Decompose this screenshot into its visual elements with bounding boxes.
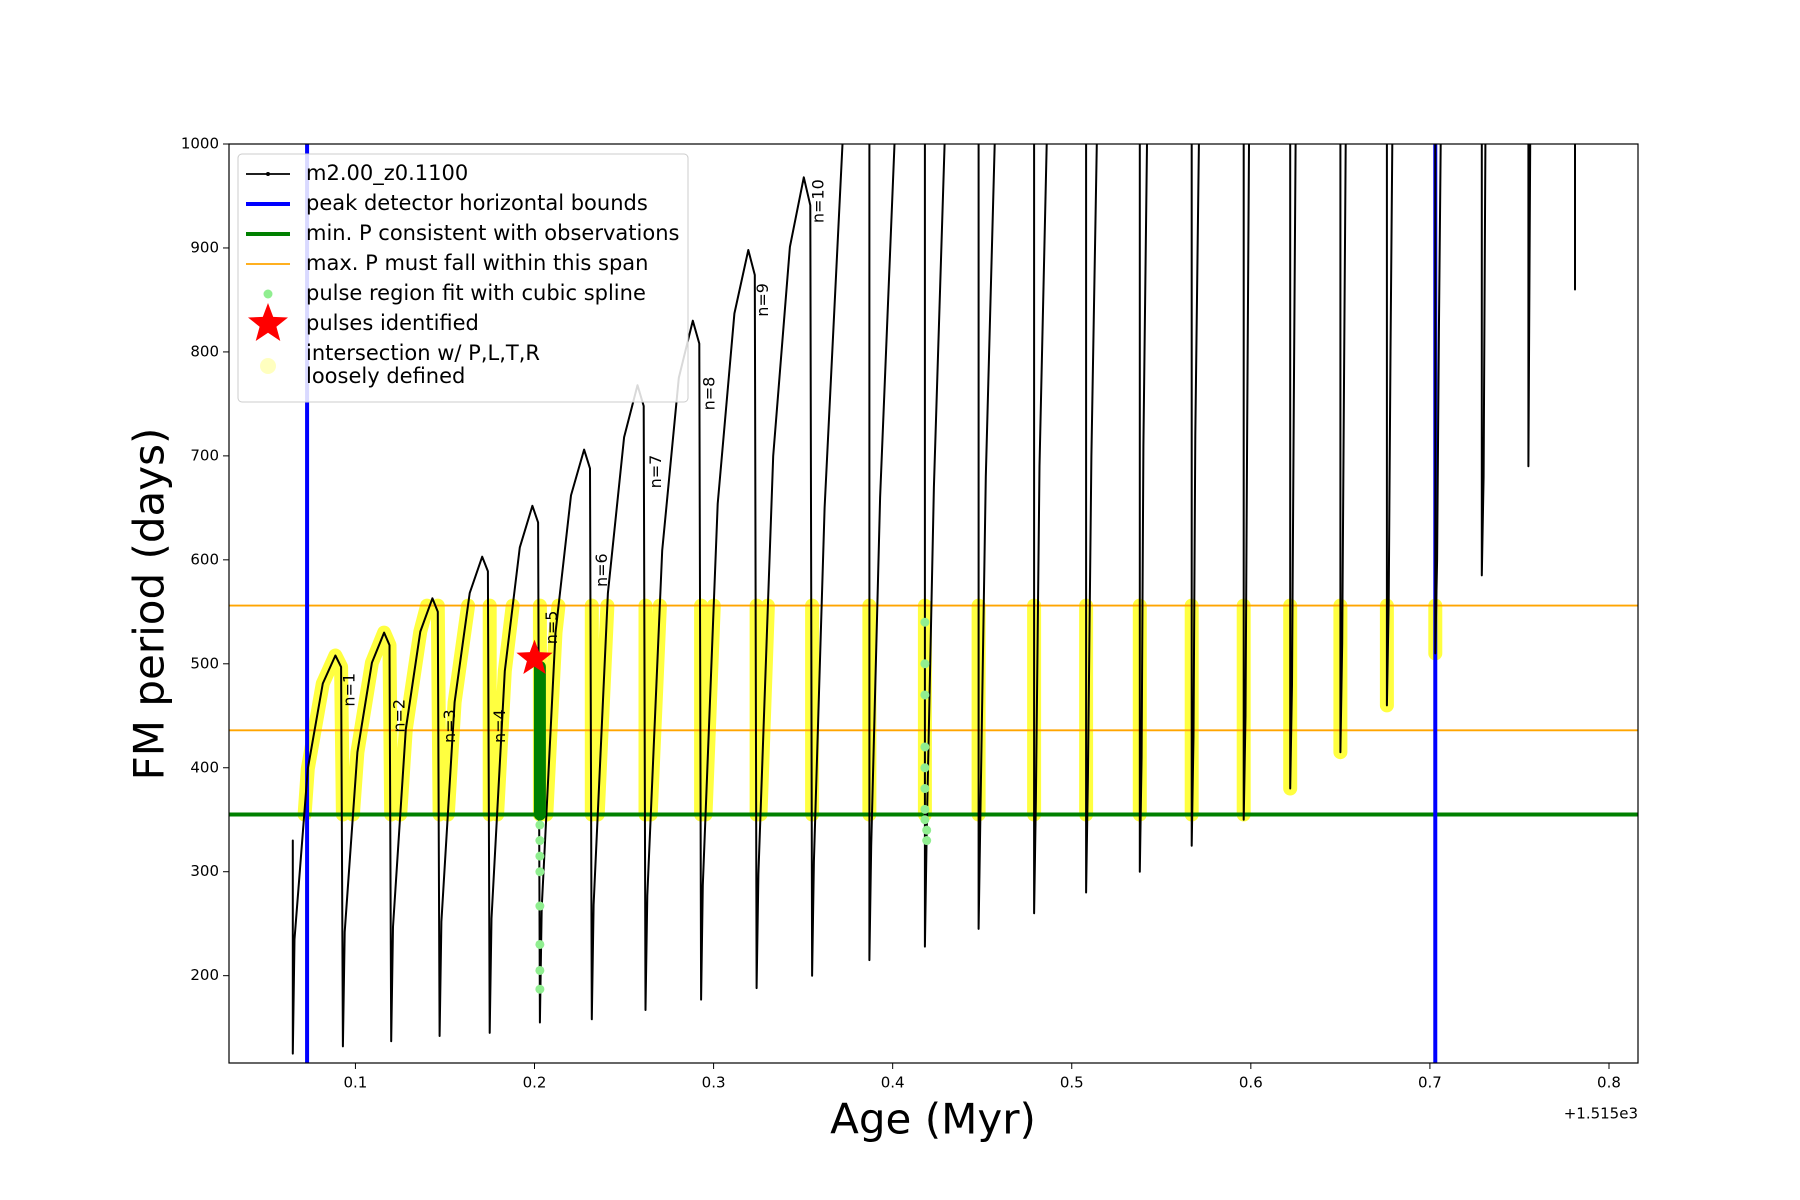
pulse-annotation: n=4	[490, 709, 509, 743]
pulse-annotation: n=9	[753, 283, 772, 317]
y-tick-label: 1000	[181, 135, 219, 153]
spline-point	[922, 836, 932, 846]
spline-point	[535, 965, 545, 975]
x-tick-label: 0.2	[523, 1074, 547, 1092]
pulse-star	[516, 639, 553, 674]
legend-label: pulses identified	[306, 311, 479, 335]
legend-label: min. P consistent with observations	[306, 221, 679, 245]
x-tick-label: 0.7	[1418, 1074, 1442, 1092]
pulse-annotation: n=10	[809, 179, 828, 223]
axes: 0.1 0.2 0.3 0.4 0.5 0.6 0.7 0.8 200 300 400 500 600 7…	[181, 135, 1621, 1092]
y-tick-label: 800	[190, 342, 219, 360]
legend-label-line: intersection w/ P,L,T,R	[306, 341, 540, 365]
legend-handle	[260, 358, 276, 374]
legend-label: max. P must fall within this span	[306, 251, 648, 275]
y-tick-label: 900	[190, 238, 219, 256]
spline-point	[535, 901, 545, 911]
axes-frame	[228, 143, 1639, 1064]
legend-label-line: loosely defined	[306, 364, 465, 388]
y-tick-label: 200	[190, 966, 219, 984]
legend-handle	[263, 289, 273, 299]
x-tick-label: 0.5	[1060, 1074, 1084, 1092]
legend-label: m2.00_z0.1100	[306, 161, 468, 186]
spline-point	[920, 815, 930, 825]
y-axis-title: FM period (days)	[125, 428, 174, 781]
spline-point	[535, 836, 545, 846]
spline-point	[920, 659, 930, 669]
legend-label: pulse region fit with cubic spline	[306, 281, 646, 305]
x-offset-label: +1.515e3	[1564, 1105, 1638, 1123]
legend-label: peak detector horizontal bounds	[306, 191, 648, 215]
spline-point	[920, 784, 930, 794]
y-tick-label: 700	[190, 446, 219, 464]
legend-label: intersection w/ P,L,T,R loosely defined	[306, 341, 540, 388]
x-tick-label: 0.6	[1239, 1074, 1263, 1092]
spline-point	[920, 690, 930, 700]
x-tick-label: 0.4	[881, 1074, 905, 1092]
pulse-annotation: n=8	[700, 377, 719, 411]
x-tick-label: 0.8	[1597, 1074, 1621, 1092]
y-tick-label: 500	[190, 654, 219, 672]
x-axis-title: Age (Myr)	[830, 1095, 1036, 1144]
legend-box	[237, 153, 689, 403]
spline-point	[535, 867, 545, 877]
spline-point	[922, 825, 932, 835]
pulse-annotation: n=2	[390, 699, 409, 733]
x-tick-label: 0.1	[344, 1074, 368, 1092]
y-tick-label: 300	[190, 862, 219, 880]
spline-point	[535, 939, 545, 949]
plot-area: n=1 n=2 n=3 n=4 n=5 n=6 n=7 n=8 n=9 n=10	[229, 144, 1638, 1063]
pulse-annotation: n=5	[542, 611, 561, 645]
legend-handle-marker	[266, 172, 270, 176]
pulse-annotation: n=3	[440, 709, 459, 743]
spline-point	[535, 984, 545, 994]
y-tick-label: 600	[190, 550, 219, 568]
spline-point	[535, 820, 545, 830]
x-tick-label: 0.3	[702, 1074, 726, 1092]
pulse-annotation: n=1	[340, 673, 359, 707]
pulse-annotation: n=7	[646, 455, 665, 489]
spline-point	[920, 617, 930, 627]
spline-point	[920, 742, 930, 752]
y-tick-label: 400	[190, 758, 219, 776]
spline-point	[535, 851, 545, 861]
pulse-annotation: n=6	[592, 553, 611, 587]
spline-point	[920, 763, 930, 773]
spline-point	[920, 804, 930, 814]
legend-handle	[248, 303, 288, 341]
